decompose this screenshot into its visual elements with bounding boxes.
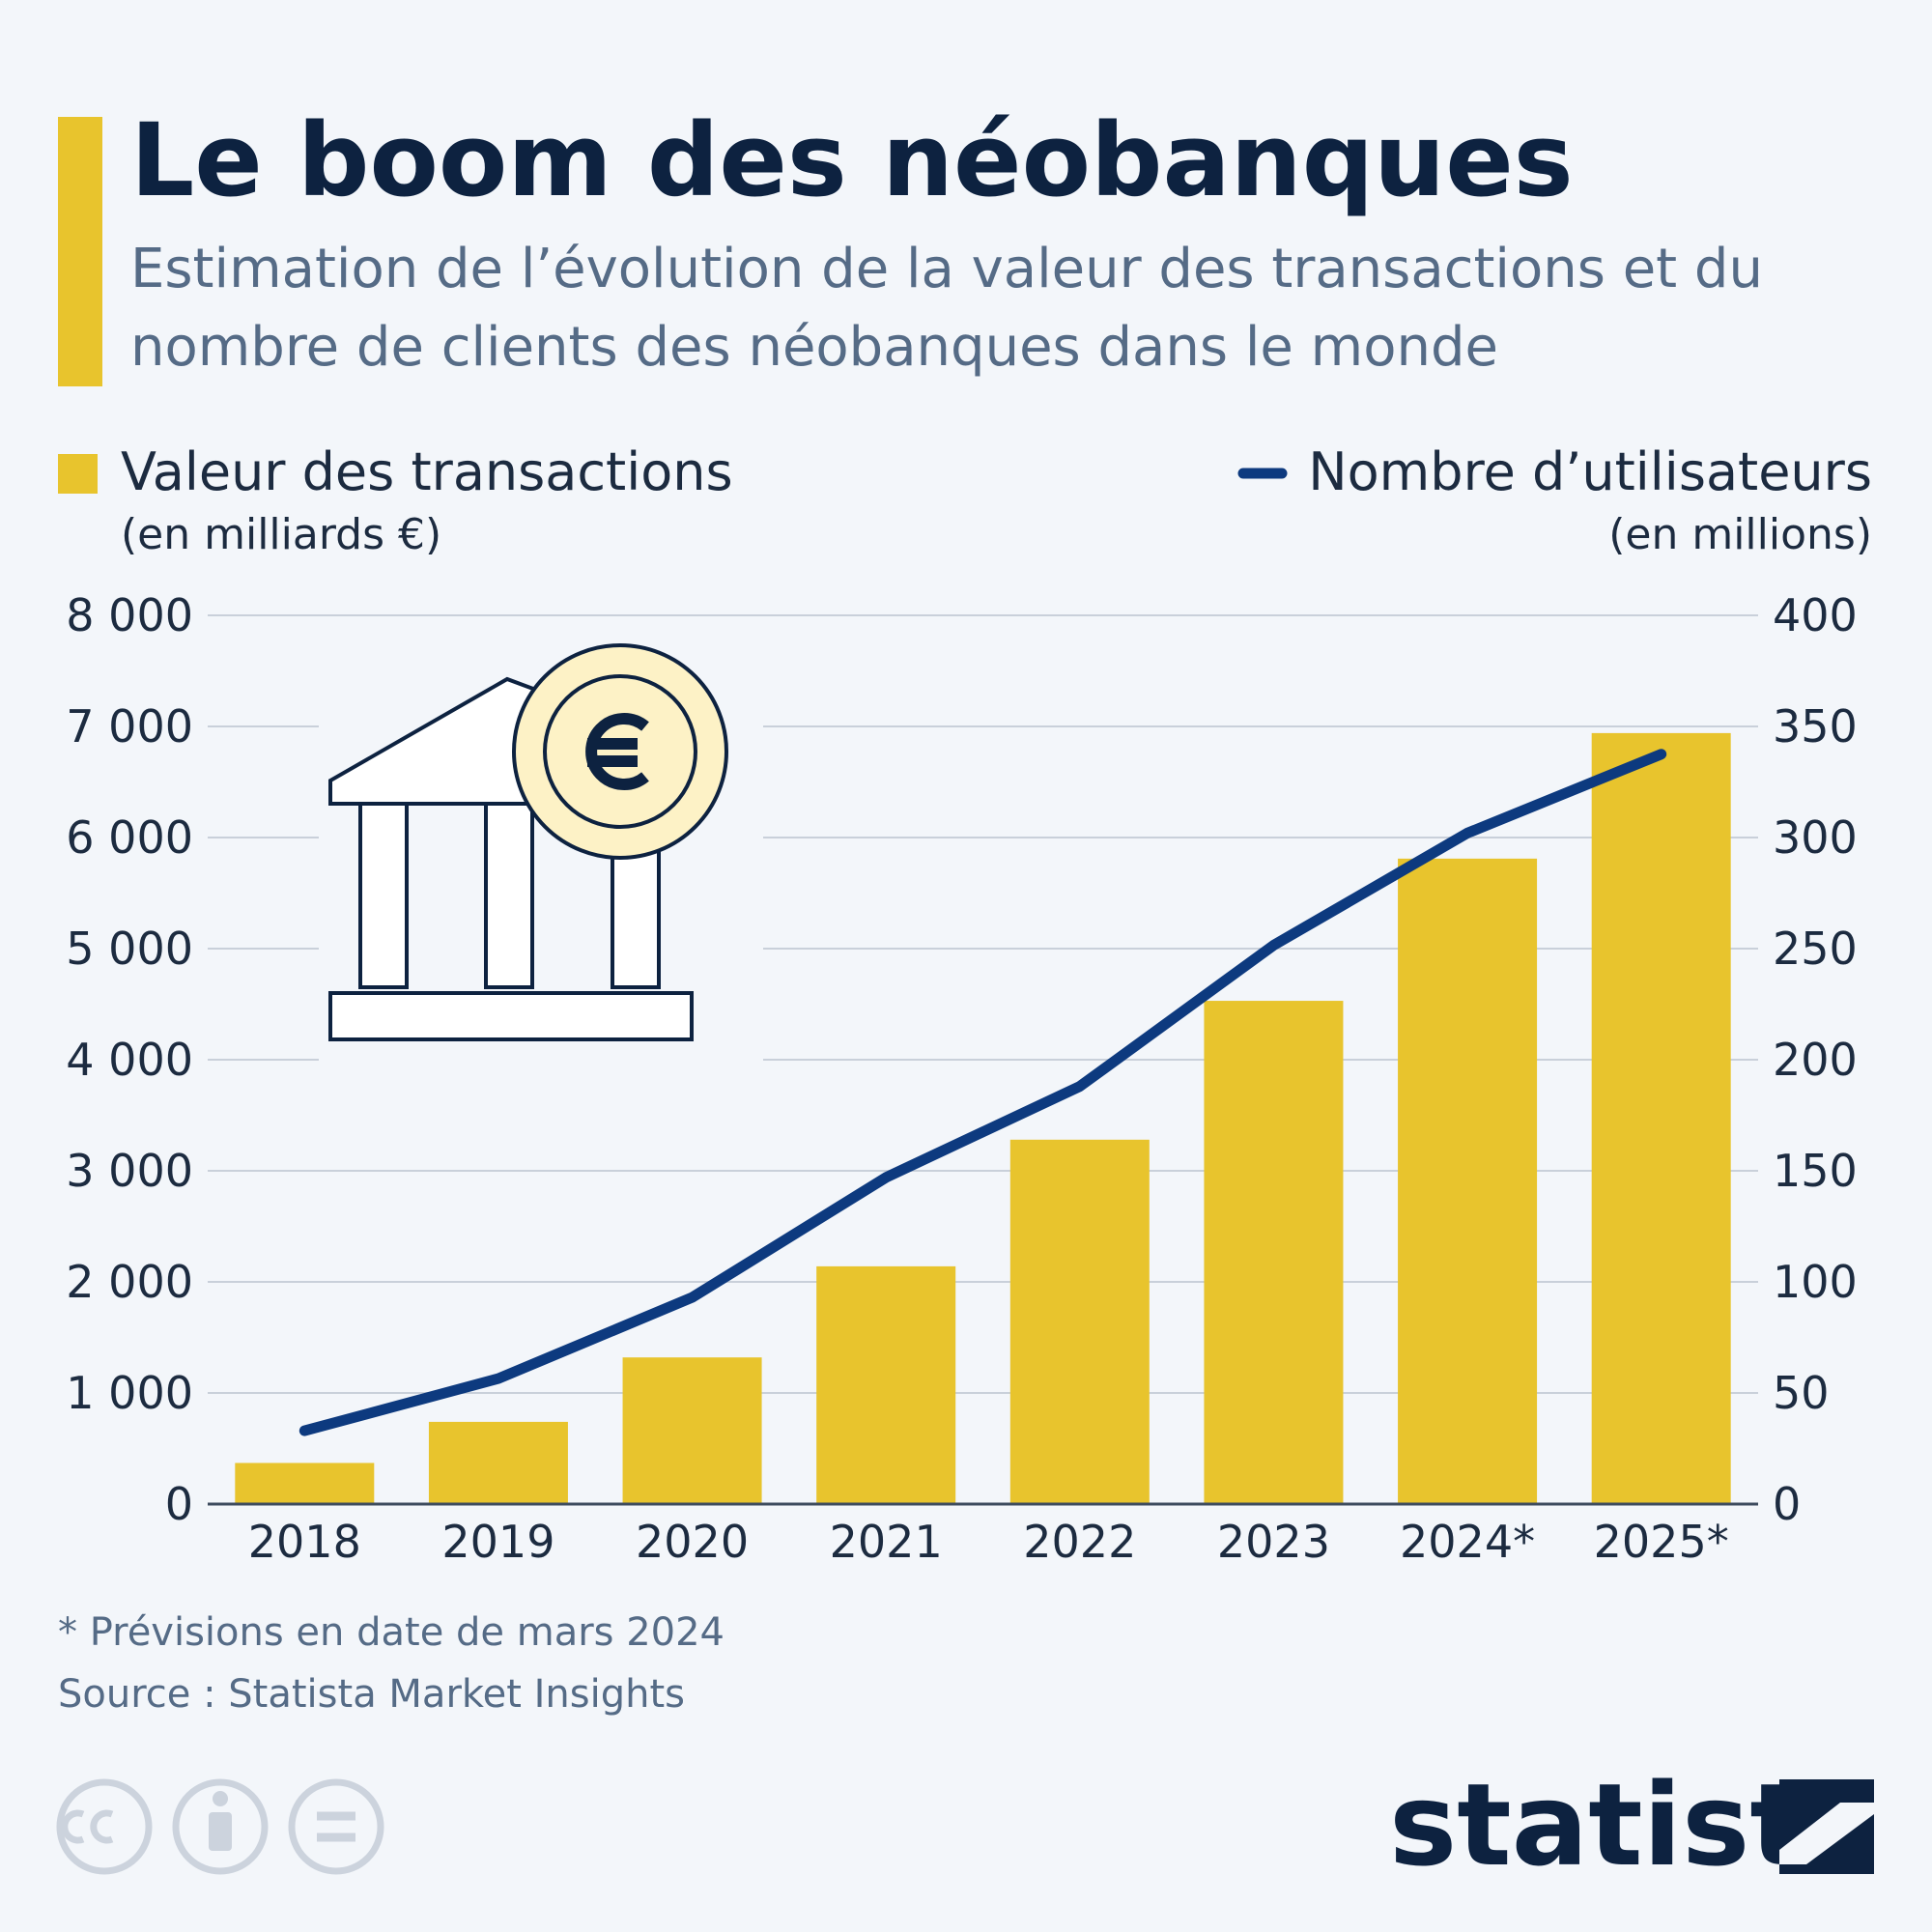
y-tick-label: 5 000 [66,923,193,975]
bar [1204,1001,1344,1504]
legend-label: Valeur des transactions [121,441,733,502]
x-tick-label: 2024* [1400,1516,1535,1568]
chart-title: Le boom des néobanques [130,101,1574,219]
y2-tick-label: 0 [1773,1478,1801,1530]
y-tick-label: 6 000 [66,811,193,864]
bar [235,1463,375,1504]
brand-mark [1779,1779,1874,1874]
x-tick-label: 2018 [248,1516,361,1568]
legend-unit: (en millions) [1608,510,1872,559]
footnote: * Prévisions en date de mars 2024 [58,1610,724,1655]
license-icons [56,1778,384,1875]
bank-icon [319,643,763,1063]
x-tick-label: 2020 [636,1516,749,1568]
y2-tick-label: 50 [1773,1367,1830,1419]
title-accent [58,117,102,386]
bar [816,1265,956,1504]
x-tick-label: 2022 [1023,1516,1136,1568]
x-tick-label: 2019 [441,1516,554,1568]
bar [1009,1139,1150,1504]
y2-tick-label: 400 [1773,589,1858,641]
legend-label: Nombre d’utilisateurs [1308,441,1872,502]
y-tick-label: 1 000 [66,1367,193,1419]
plot-area [208,732,1758,1506]
y-tick-label: 2 000 [66,1256,193,1308]
chart-subtitle: Estimation de l’évolution de la valeur d… [130,238,1763,379]
legend-swatch-bar [58,454,98,494]
source: Source : Statista Market Insights [58,1672,685,1717]
y-tick-label: 3 000 [66,1145,193,1197]
bar [428,1421,568,1504]
y-tick-label: 4 000 [66,1034,193,1086]
bar [622,1357,762,1504]
y-tick-label: 0 [165,1478,193,1530]
legend-unit: (en milliards €) [121,510,441,559]
bar [1398,858,1538,1504]
x-tick-label: 2021 [830,1516,943,1568]
line [298,749,1667,1436]
x-tick-label: 2023 [1217,1516,1330,1568]
y2-tick-label: 250 [1773,923,1858,975]
y2-tick-label: 350 [1773,700,1858,753]
x-tick-label: 2025* [1594,1516,1729,1568]
y2-tick-label: 100 [1773,1256,1858,1308]
y2-tick-label: 200 [1773,1034,1858,1086]
y2-tick-label: 150 [1773,1145,1858,1197]
bar [1591,732,1731,1504]
y-tick-label: 8 000 [66,589,193,641]
y-tick-label: 7 000 [66,700,193,753]
y2-tick-label: 300 [1773,811,1858,864]
